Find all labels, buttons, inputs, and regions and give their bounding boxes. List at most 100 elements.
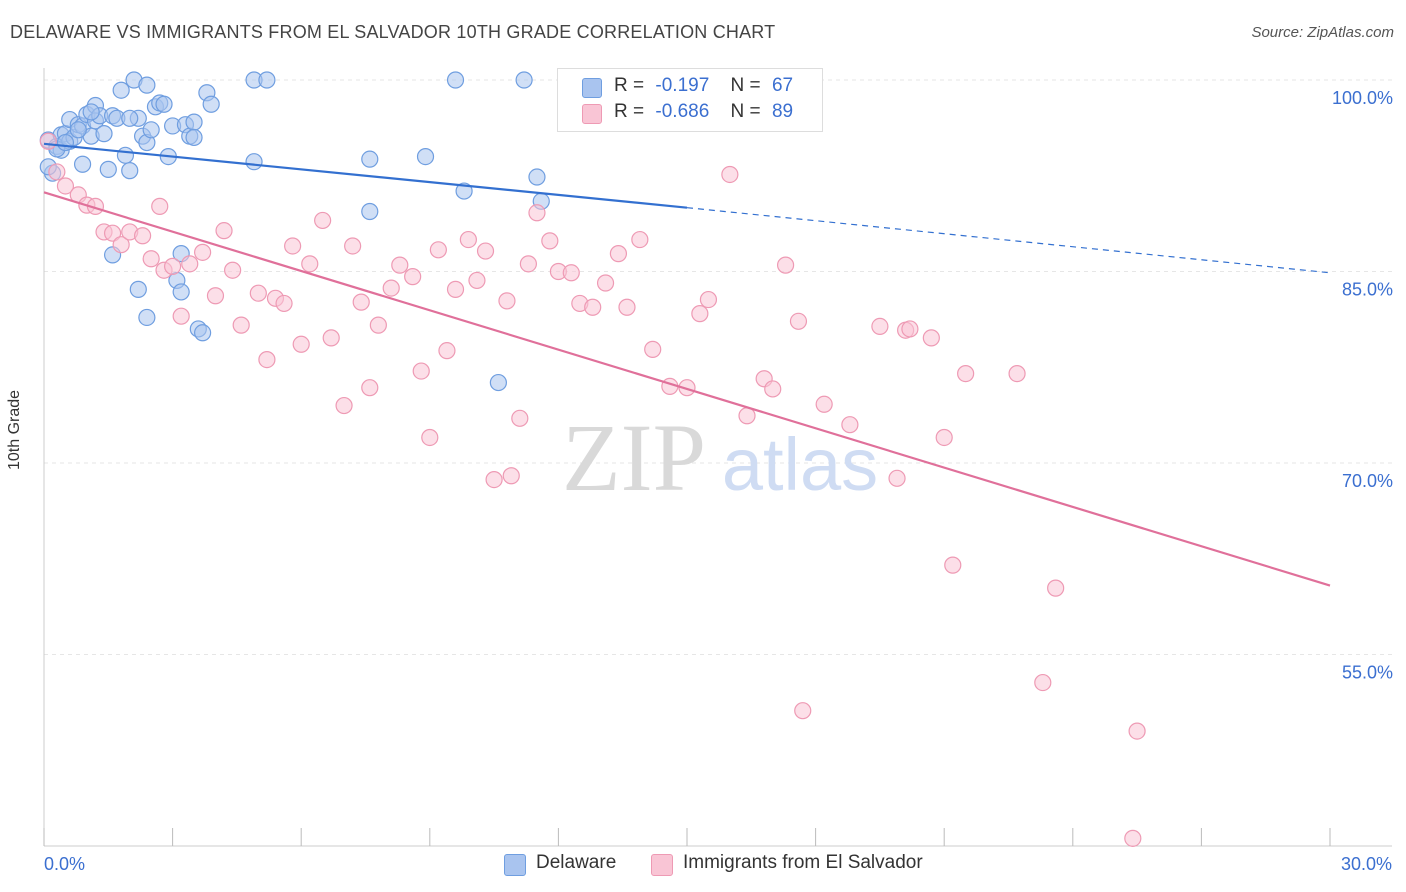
point-el-salvador — [344, 237, 362, 255]
point-el-salvador — [301, 255, 319, 273]
r-label: R = — [614, 75, 645, 96]
point-el-salvador — [232, 316, 250, 334]
point-el-salvador — [935, 428, 953, 447]
point-el-salvador — [194, 243, 212, 261]
point-el-salvador — [284, 237, 302, 255]
point-el-salvador — [618, 298, 636, 316]
r-label: R = — [614, 101, 645, 122]
point-el-salvador — [438, 342, 456, 360]
point-el-salvador — [541, 232, 559, 250]
point-delaware — [95, 125, 113, 143]
point-el-salvador — [206, 287, 225, 305]
point-el-salvador — [382, 279, 400, 297]
point-el-salvador — [562, 264, 580, 282]
y-tick-label: 55.0% — [1342, 663, 1393, 683]
point-el-salvador — [412, 362, 430, 380]
point-delaware — [112, 81, 130, 99]
point-el-salvador — [789, 312, 808, 330]
point-el-salvador — [352, 293, 370, 311]
point-el-salvador — [776, 256, 795, 274]
point-el-salvador — [957, 365, 975, 383]
point-el-salvador — [275, 294, 293, 313]
point-delaware — [138, 76, 156, 94]
point-delaware — [361, 202, 379, 221]
stats-box: R = -0.197 N = 67 R = -0.686 N = 89 — [557, 68, 823, 132]
point-el-salvador — [511, 409, 529, 427]
trend-lines — [43, 142, 1331, 587]
point-el-salvador — [322, 329, 340, 347]
n-value: 89 — [771, 101, 794, 122]
point-el-salvador — [871, 317, 889, 335]
watermark: ZIP atlas — [562, 404, 878, 511]
point-delaware — [73, 155, 92, 173]
point-delaware — [446, 71, 465, 89]
point-el-salvador — [224, 261, 242, 279]
point-el-salvador — [56, 177, 75, 195]
point-delaware — [455, 182, 473, 200]
r-value: -0.197 — [655, 75, 710, 96]
point-el-salvador — [485, 470, 503, 489]
point-delaware — [528, 168, 546, 186]
point-el-salvador — [181, 255, 199, 273]
n-label: N = — [730, 101, 761, 122]
point-el-salvador — [609, 245, 628, 263]
point-el-salvador — [112, 236, 130, 254]
point-delaware — [142, 121, 160, 139]
trend-line-delaware — [43, 142, 688, 209]
n-value: 67 — [771, 75, 794, 96]
point-delaware — [202, 95, 220, 113]
point-el-salvador — [678, 379, 696, 397]
y-tick-label: 85.0% — [1342, 280, 1393, 300]
point-el-salvador — [468, 271, 486, 290]
point-el-salvador — [498, 292, 516, 310]
point-el-salvador — [944, 556, 962, 574]
point-el-salvador — [1034, 673, 1052, 692]
point-delaware — [258, 71, 276, 89]
point-el-salvador — [249, 284, 267, 302]
trend-line-el-salvador — [43, 191, 1331, 587]
x-tick-label-max: 30.0% — [1341, 854, 1392, 874]
legend-swatch-el-salvador — [651, 854, 673, 876]
point-delaware — [515, 71, 533, 89]
point-delaware — [245, 153, 263, 171]
legend: Delaware Immigrants from El Salvador — [0, 852, 1406, 878]
point-el-salvador — [48, 163, 66, 181]
point-el-salvador — [721, 165, 739, 184]
point-el-salvador — [421, 428, 439, 447]
point-delaware — [172, 283, 190, 301]
trend-line-delaware-extension — [686, 207, 1331, 274]
point-delaware — [361, 150, 379, 168]
stats-swatch-delaware — [582, 78, 602, 98]
point-delaware — [116, 146, 135, 164]
y-tick-label: 70.0% — [1342, 471, 1393, 491]
point-el-salvador — [429, 241, 447, 259]
point-el-salvador — [133, 227, 152, 245]
point-el-salvador — [151, 197, 169, 215]
point-delaware — [185, 113, 203, 131]
point-el-salvador — [644, 340, 662, 358]
point-delaware — [129, 280, 147, 298]
point-el-salvador — [584, 298, 602, 316]
point-el-salvador — [103, 224, 122, 242]
point-delaware — [194, 324, 212, 342]
point-delaware — [69, 121, 87, 139]
point-delaware — [489, 373, 507, 392]
stats-swatch-el-salvador — [582, 104, 602, 124]
point-el-salvador — [764, 380, 782, 398]
point-el-salvador — [446, 280, 465, 298]
y-tick-label: 100.0% — [1332, 88, 1393, 108]
point-el-salvador — [502, 467, 520, 485]
point-delaware — [138, 308, 156, 327]
chart-title: DELAWARE VS IMMIGRANTS FROM EL SALVADOR … — [10, 22, 776, 42]
point-el-salvador — [335, 396, 353, 415]
axes — [43, 68, 1392, 847]
point-delaware — [82, 103, 100, 121]
point-delaware — [121, 162, 139, 180]
point-el-salvador — [528, 204, 546, 222]
point-el-salvador — [888, 469, 906, 487]
point-el-salvador — [1008, 365, 1026, 383]
watermark-zip: ZIP — [562, 404, 706, 511]
point-delaware — [99, 160, 117, 178]
legend-label-delaware: Delaware — [536, 852, 617, 873]
